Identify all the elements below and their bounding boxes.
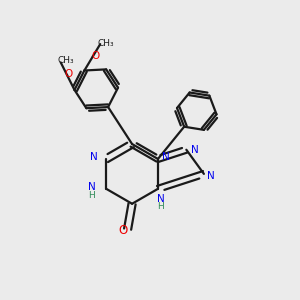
Text: O: O: [64, 69, 73, 79]
Text: N: N: [90, 152, 98, 163]
Text: H: H: [88, 191, 95, 200]
Text: CH₃: CH₃: [58, 56, 74, 65]
Text: O: O: [91, 51, 99, 62]
Text: N: N: [88, 182, 96, 192]
Text: H: H: [158, 202, 164, 211]
Text: N: N: [208, 171, 215, 181]
Text: CH₃: CH₃: [98, 39, 115, 48]
Text: N: N: [191, 145, 199, 155]
Text: N: N: [161, 152, 169, 162]
Text: O: O: [118, 224, 128, 237]
Text: N: N: [157, 194, 165, 204]
